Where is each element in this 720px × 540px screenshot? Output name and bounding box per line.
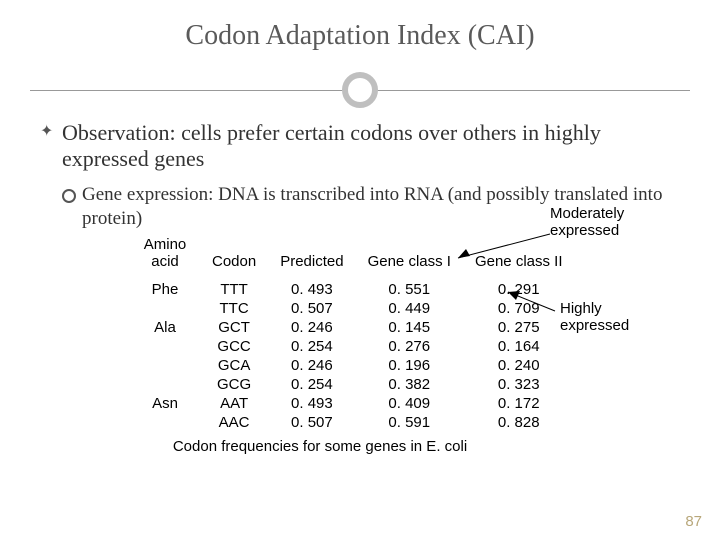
title-divider [0,70,720,110]
table-cell: 0. 449 [356,299,463,318]
table-cell: GCG [200,375,268,394]
table-cell: 0. 172 [463,394,575,413]
table-cell: 0. 246 [268,318,355,337]
table-cell [130,337,200,356]
page-title: Codon Adaptation Index (CAI) [0,0,720,70]
table-cell: GCT [200,318,268,337]
th-predicted: Predicted [268,236,355,280]
annotation-moderate: Moderately expressed [550,206,624,239]
table-cell: Phe [130,280,200,299]
table-cell: 0. 493 [268,394,355,413]
page-number: 87 [685,513,702,530]
table-cell [130,299,200,318]
table-cell: 0. 382 [356,375,463,394]
table-cell: GCA [200,356,268,375]
table-cell [130,413,200,432]
divider-ring-icon [342,72,378,108]
table-cell: 0. 828 [463,413,575,432]
table-caption: Codon frequencies for some genes in E. c… [100,438,540,455]
table-cell: 0. 323 [463,375,575,394]
table-cell: TTC [200,299,268,318]
codon-table: Amino acid Codon Predicted Gene class I … [130,236,575,432]
table-cell: TTT [200,280,268,299]
th-class1: Gene class I [356,236,463,280]
table-cell: 0. 493 [268,280,355,299]
table-cell: 0. 196 [356,356,463,375]
table-row: AsnAAT0. 4930. 4090. 172 [130,394,575,413]
table-cell [130,356,200,375]
table-cell [130,375,200,394]
table-row: GCA0. 2460. 1960. 240 [130,356,575,375]
table-cell: Ala [130,318,200,337]
arrow-highly-icon [500,286,560,316]
annotation-highly: Highly expressed [560,301,629,334]
table-cell: AAC [200,413,268,432]
table-cell: 0. 240 [463,356,575,375]
table-row: GCC0. 2540. 2760. 164 [130,337,575,356]
table-cell: 0. 276 [356,337,463,356]
table-cell: 0. 507 [268,413,355,432]
arrow-moderate-icon [450,232,560,262]
table-cell: 0. 145 [356,318,463,337]
table-row: GCG0. 2540. 3820. 323 [130,375,575,394]
table-cell: 0. 275 [463,318,575,337]
table-cell: 0. 164 [463,337,575,356]
content-area: Observation: cells prefer certain codons… [0,110,720,455]
table-row: AlaGCT0. 2460. 1450. 275 [130,318,575,337]
table-cell: 0. 254 [268,375,355,394]
table-cell: 0. 551 [356,280,463,299]
table-cell: GCC [200,337,268,356]
table-cell: 0. 507 [268,299,355,318]
table-area: Moderately expressed Highly expressed Am… [40,236,680,455]
table-cell: 0. 409 [356,394,463,413]
th-codon: Codon [200,236,268,280]
main-bullet: Observation: cells prefer certain codons… [40,120,680,173]
table-cell: 0. 254 [268,337,355,356]
table-cell: 0. 246 [268,356,355,375]
table-cell: Asn [130,394,200,413]
table-row: AAC0. 5070. 5910. 828 [130,413,575,432]
table-cell: 0. 591 [356,413,463,432]
table-cell: AAT [200,394,268,413]
th-aa: Amino acid [130,236,200,280]
